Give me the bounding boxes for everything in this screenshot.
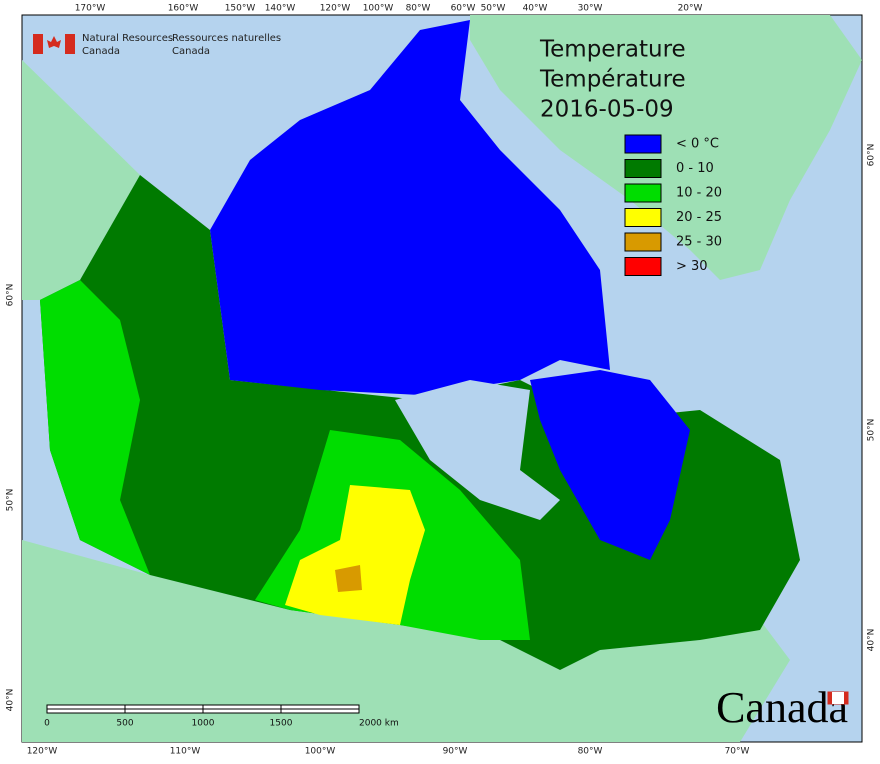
graticule-top: 30°W <box>578 4 603 14</box>
graticule-top: 160°W <box>168 4 199 14</box>
zone-below-0-labrador <box>530 370 690 560</box>
zone-25-30 <box>335 565 362 592</box>
wordmark-flag-center <box>832 692 844 704</box>
graticule-left: 60°N <box>6 284 16 307</box>
maple-leaf <box>47 36 61 48</box>
legend-swatch <box>624 257 662 276</box>
graticule-top: 170°W <box>75 4 106 14</box>
graticule-top: 100°W <box>363 4 394 14</box>
greenland <box>470 15 862 280</box>
graticule-right: 50°N <box>867 419 877 442</box>
scale-segment <box>202 704 282 710</box>
zone-20-25 <box>285 485 425 625</box>
scale-bar: 0 500 1000 1500 2000 km <box>44 704 399 729</box>
scale-segment <box>46 704 126 710</box>
scale-label: 2000 km <box>359 719 399 729</box>
scale-segment <box>124 708 204 714</box>
zone-below-0-north <box>210 20 610 395</box>
usa <box>22 540 790 742</box>
legend-swatch <box>624 183 662 203</box>
alaska <box>22 60 140 300</box>
legend-label: 10 - 20 <box>676 186 722 201</box>
graticule-bottom: 70°W <box>725 747 750 757</box>
graticule-top: 40°W <box>523 4 548 14</box>
graticule-bottom: 120°W <box>27 747 58 757</box>
scale-label: 1000 <box>192 719 215 729</box>
graticule-top: 60°W <box>451 4 476 14</box>
graticule-right: 60°N <box>867 144 877 167</box>
header: Natural Resources Canada Ressources natu… <box>33 33 281 57</box>
hudson-bay <box>395 380 560 520</box>
title-fr: Température <box>539 67 686 93</box>
scale-label: 0 <box>44 719 50 729</box>
wordmark: Canada <box>716 683 848 732</box>
legend-label: 0 - 10 <box>676 161 714 176</box>
flag-bar <box>65 34 75 54</box>
agency-en: Canada <box>82 46 120 57</box>
graticule-top: 120°W <box>320 4 351 14</box>
graticule-bottom: 80°W <box>578 747 603 757</box>
graticule-left: 40°N <box>6 689 16 712</box>
graticule-bottom: 100°W <box>305 747 336 757</box>
legend-swatch <box>624 134 662 154</box>
scale-segment <box>280 708 360 714</box>
wordmark-flag-bar <box>844 692 848 704</box>
graticule-left: 50°N <box>6 489 16 512</box>
agency-fr: Canada <box>172 46 210 57</box>
legend: < 0 °C 0 - 10 10 - 20 20 - 25 25 - 30 > 30 <box>624 134 722 276</box>
wordmark-flag-bar <box>828 692 832 704</box>
scale-segment <box>46 708 126 714</box>
legend-label: 25 - 30 <box>676 235 722 250</box>
flag-bar <box>33 34 43 54</box>
graticule-top: 80°W <box>406 4 431 14</box>
legend-swatch <box>624 232 662 252</box>
scale-segment <box>202 708 282 714</box>
agency-en: Natural Resources <box>82 33 173 44</box>
scale-segment <box>124 704 204 710</box>
scale-label: 1500 <box>270 719 293 729</box>
graticule-top: 140°W <box>265 4 296 14</box>
graticule: 170°W 160°W 150°W 140°W 120°W 100°W 80°W 60°W 50… <box>6 4 877 757</box>
graticule-bottom: 90°W <box>443 747 468 757</box>
zone-10-20-west <box>40 280 150 575</box>
graticule-top: 150°W <box>225 4 256 14</box>
legend-swatch <box>624 208 662 227</box>
legend-label: > 30 <box>676 259 708 274</box>
graticule-top: 50°W <box>481 4 506 14</box>
map <box>21 14 863 743</box>
date: 2016-05-09 <box>540 97 674 123</box>
graticule-bottom: 110°W <box>170 747 201 757</box>
graticule-right: 40°N <box>867 629 877 652</box>
scale-segment <box>280 704 360 710</box>
title-en: Temperature <box>539 37 686 63</box>
legend-label: 20 - 25 <box>676 210 722 225</box>
scale-label: 500 <box>116 719 133 729</box>
agency-fr: Ressources naturelles <box>172 33 281 44</box>
graticule-top: 20°W <box>678 4 703 14</box>
legend-swatch <box>624 159 662 178</box>
legend-label: < 0 °C <box>676 137 719 152</box>
